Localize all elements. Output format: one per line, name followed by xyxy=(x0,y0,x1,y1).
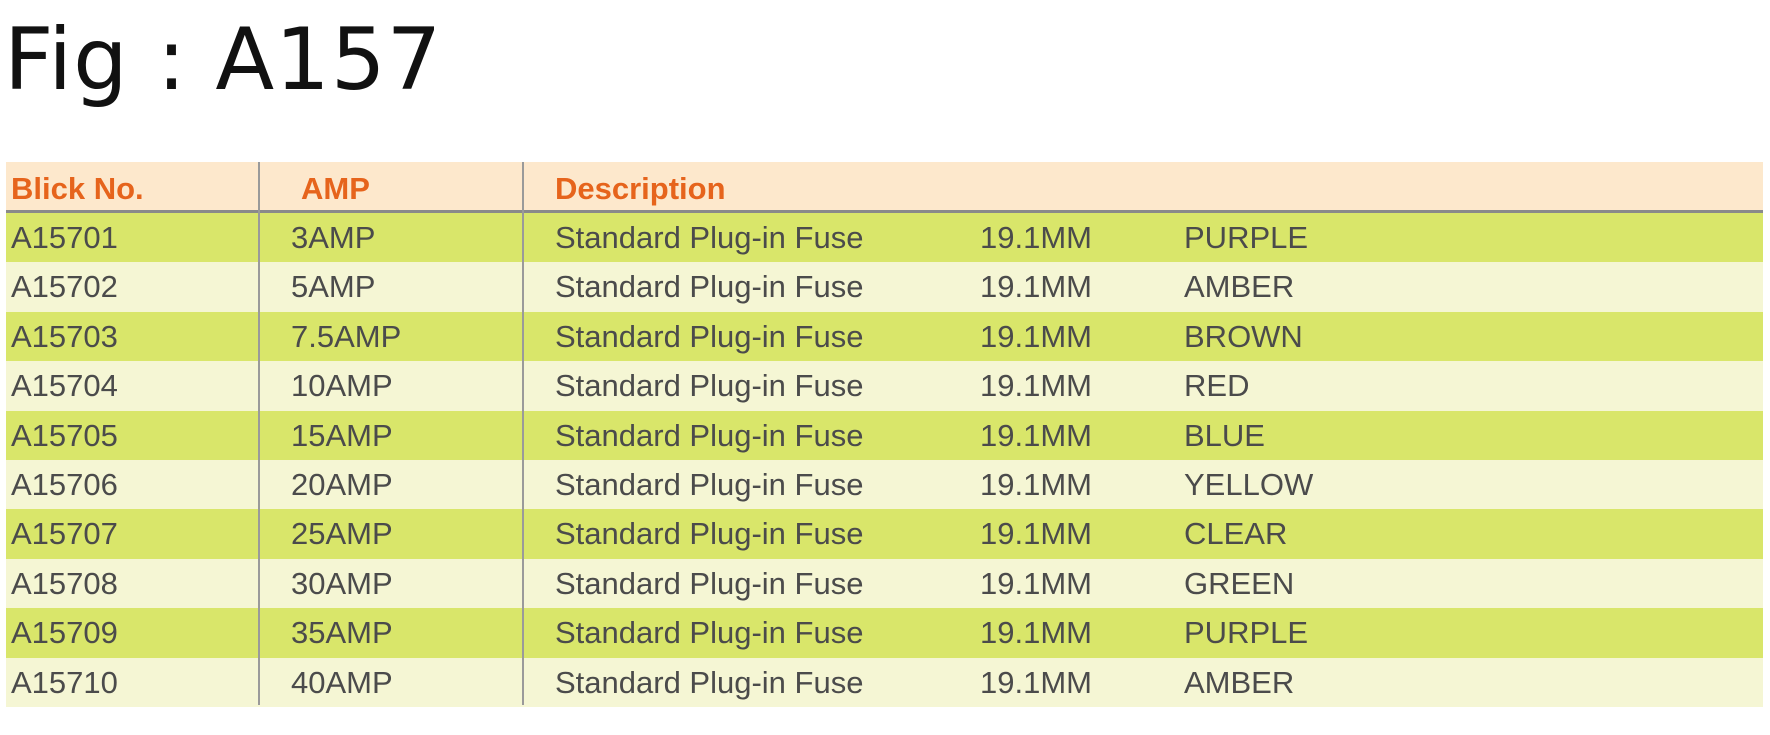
cell-size: 19.1MM xyxy=(980,565,1092,601)
cell-color: YELLOW xyxy=(1184,466,1314,502)
table-row: A15704 10AMP Standard Plug-in Fuse 19.1MM RE… xyxy=(6,361,1763,411)
table-row: A15710 40AMP Standard Plug-in Fuse 19.1MM AM… xyxy=(6,657,1763,707)
cell-blick: A15701 xyxy=(11,220,118,255)
header-blick-no: Blick No. xyxy=(11,171,144,206)
cell-desc: Standard Plug-in Fuse xyxy=(555,516,864,552)
cell-desc: Standard Plug-in Fuse xyxy=(555,417,864,453)
table-row: A15705 15AMP Standard Plug-in Fuse 19.1MM BL… xyxy=(6,410,1763,460)
cell-size: 19.1MM xyxy=(980,417,1092,453)
figure-title: Fig : A157 xyxy=(4,10,443,110)
cell-desc: Standard Plug-in Fuse xyxy=(555,318,864,354)
table-row: A15702 5AMP Standard Plug-in Fuse 19.1MM AMB… xyxy=(6,262,1763,312)
cell-size: 19.1MM xyxy=(980,318,1092,354)
cell-blick: A15703 xyxy=(11,318,118,354)
cell-color: BROWN xyxy=(1184,318,1303,354)
table-row: A15708 30AMP Standard Plug-in Fuse 19.1MM GR… xyxy=(6,558,1763,609)
cell-desc: Standard Plug-in Fuse xyxy=(555,466,864,502)
header-description: Description xyxy=(555,171,726,206)
cell-blick: A15702 xyxy=(11,269,118,305)
cell-blick: A15704 xyxy=(11,368,118,404)
cell-blick: A15705 xyxy=(11,417,118,453)
cell-color: BLUE xyxy=(1184,417,1265,453)
cell-color: RED xyxy=(1184,368,1250,404)
table-row: A15703 7.5AMP Standard Plug-in Fuse 19.1MM B… xyxy=(6,311,1763,362)
cell-amp: 20AMP xyxy=(291,466,393,502)
cell-amp: 10AMP xyxy=(291,368,393,404)
cell-amp: 40AMP xyxy=(291,664,393,700)
cell-desc: Standard Plug-in Fuse xyxy=(555,615,864,651)
cell-color: PURPLE xyxy=(1184,220,1309,255)
cell-blick: A15706 xyxy=(11,466,118,502)
cell-size: 19.1MM xyxy=(980,516,1092,552)
table-row: A15707 25AMP Standard Plug-in Fuse 19.1MM CL… xyxy=(6,509,1763,559)
cell-amp: 5AMP xyxy=(291,269,376,305)
cell-amp: 15AMP xyxy=(291,417,393,453)
cell-size: 19.1MM xyxy=(980,269,1092,305)
cell-desc: Standard Plug-in Fuse xyxy=(555,220,864,255)
table-row: A15706 20AMP Standard Plug-in Fuse 19.1MM YE… xyxy=(6,459,1763,510)
cell-color: AMBER xyxy=(1184,269,1295,305)
cell-color: GREEN xyxy=(1184,565,1295,601)
cell-size: 19.1MM xyxy=(980,664,1092,700)
fuse-table: Blick No. AMP Description A15701 3AMP Stan… xyxy=(6,162,1763,707)
cell-blick: A15708 xyxy=(11,565,118,601)
cell-amp: 35AMP xyxy=(291,615,393,651)
column-divider xyxy=(258,162,260,705)
cell-size: 19.1MM xyxy=(980,615,1092,651)
cell-desc: Standard Plug-in Fuse xyxy=(555,368,864,404)
cell-blick: A15707 xyxy=(11,516,118,552)
cell-color: CLEAR xyxy=(1184,516,1288,552)
cell-amp: 25AMP xyxy=(291,516,393,552)
table-header: Blick No. AMP Description xyxy=(6,162,1763,213)
cell-amp: 30AMP xyxy=(291,565,393,601)
cell-desc: Standard Plug-in Fuse xyxy=(555,565,864,601)
column-divider xyxy=(522,162,524,705)
cell-desc: Standard Plug-in Fuse xyxy=(555,664,864,700)
cell-size: 19.1MM xyxy=(980,466,1092,502)
table-row: A15701 3AMP Standard Plug-in Fuse 19.1MM PUR… xyxy=(6,213,1763,263)
table-row: A15709 35AMP Standard Plug-in Fuse 19.1MM PU… xyxy=(6,608,1763,658)
cell-color: AMBER xyxy=(1184,664,1295,700)
header-amp: AMP xyxy=(301,171,370,206)
table-body: A15701 3AMP Standard Plug-in Fuse 19.1MM PUR… xyxy=(6,213,1763,707)
cell-blick: A15710 xyxy=(11,664,118,700)
cell-size: 19.1MM xyxy=(980,220,1092,255)
cell-desc: Standard Plug-in Fuse xyxy=(555,269,864,305)
cell-blick: A15709 xyxy=(11,615,118,651)
cell-color: PURPLE xyxy=(1184,615,1309,651)
cell-amp: 7.5AMP xyxy=(291,318,402,354)
cell-size: 19.1MM xyxy=(980,368,1092,404)
cell-amp: 3AMP xyxy=(291,220,376,255)
